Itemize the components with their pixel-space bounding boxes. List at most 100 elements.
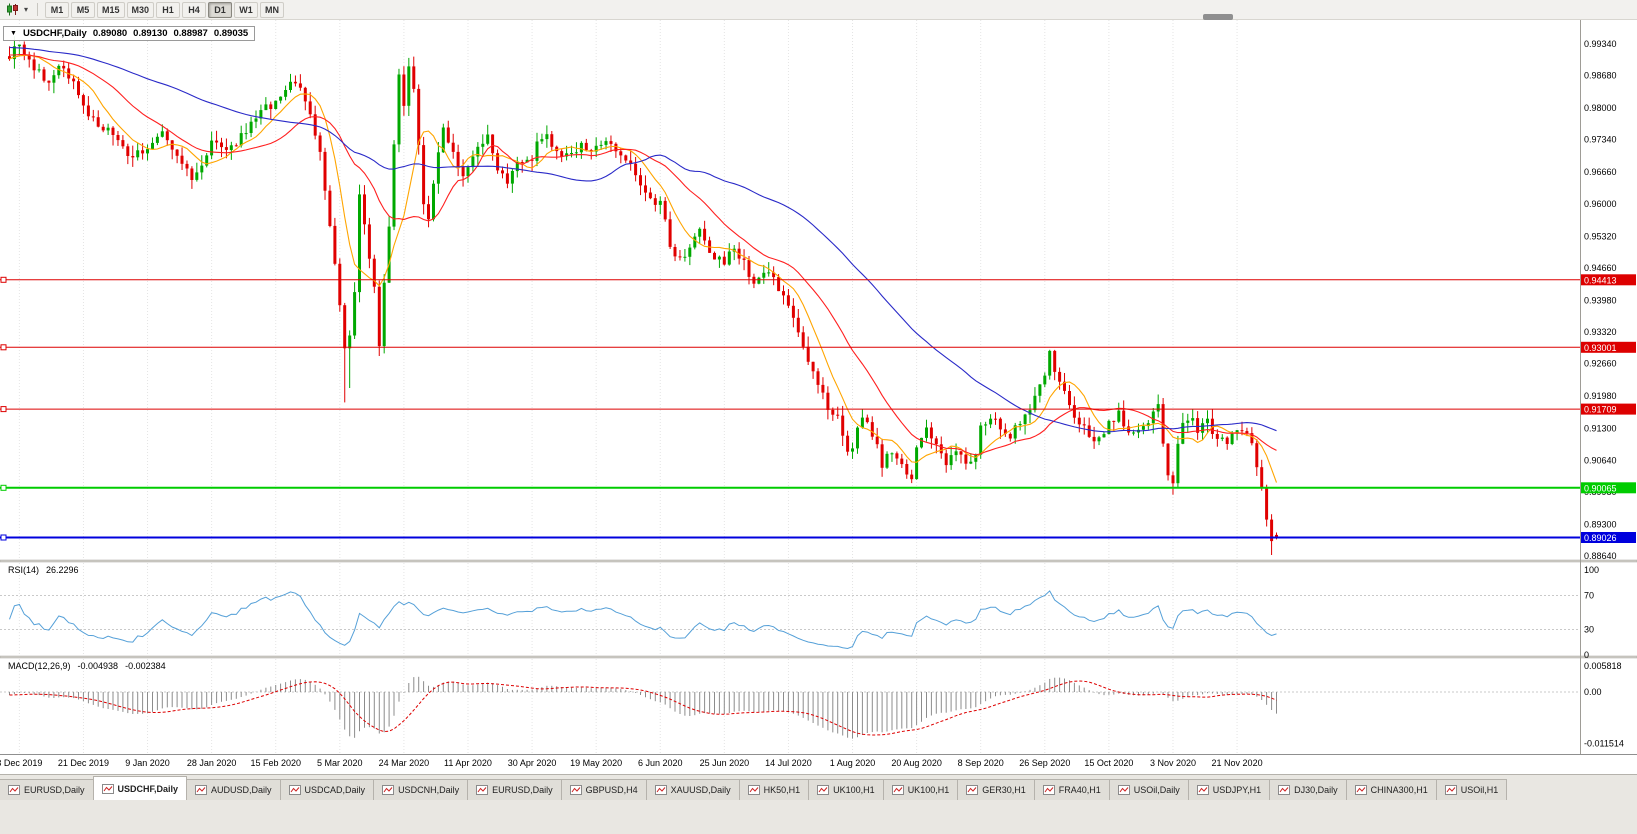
- timeframe-button-m30[interactable]: M30: [126, 1, 155, 18]
- chart-tab[interactable]: FRA40,H1: [1033, 779, 1110, 800]
- chart-tab-label: XAUUSD,Daily: [670, 785, 731, 795]
- price-tag: 0.90065: [1581, 482, 1636, 494]
- chart-tab[interactable]: USDCHF,Daily: [92, 776, 188, 800]
- chart-tab[interactable]: AUDUSD,Daily: [186, 779, 281, 800]
- date-axis-label: 24 Mar 2020: [378, 758, 430, 768]
- macd-axis-label: 0.00: [1584, 687, 1602, 697]
- date-axis-label: 8 Sep 2020: [957, 758, 1004, 768]
- symbol-dropdown-icon[interactable]: ▼: [10, 30, 17, 37]
- bottom-strip: [0, 800, 1637, 834]
- moving-average-line: [9, 46, 1277, 433]
- macd-signal-line: [9, 680, 1277, 736]
- rsi-indicator-label: RSI(14) 26.2296: [6, 565, 81, 575]
- macd-main-value: -0.004938: [77, 661, 119, 671]
- chart-scrollbar-thumb[interactable]: [1203, 14, 1233, 20]
- chart-tab[interactable]: GER30,H1: [957, 779, 1035, 800]
- chart-tab-label: USDCHF,Daily: [117, 783, 179, 794]
- date-axis[interactable]: 3 Dec 2019 21 Dec 2019 9 Jan 2020 28 Jan 20…: [0, 754, 1637, 774]
- panel-divider[interactable]: [0, 655, 1637, 659]
- chart-tab-icon: [382, 785, 395, 795]
- horizontal-line[interactable]: [0, 406, 1580, 413]
- date-axis-label: 11 Apr 2020: [444, 758, 492, 768]
- date-axis-label: 30 Apr 2020: [507, 758, 557, 768]
- chart-tab[interactable]: UK100,H1: [882, 779, 959, 800]
- horizontal-line[interactable]: [0, 276, 1580, 283]
- line-handle-icon[interactable]: [0, 406, 7, 413]
- timeframe-button-mn[interactable]: MN: [260, 1, 285, 18]
- macd-histogram: [9, 676, 1277, 739]
- rsi-title: RSI(14): [8, 565, 40, 575]
- timeframe-button-m15[interactable]: M15: [97, 1, 125, 18]
- chart-tab[interactable]: EURUSD,Daily: [0, 779, 94, 800]
- date-axis-label: 6 Jun 2020: [637, 758, 683, 768]
- chart-tab-icon: [654, 785, 667, 795]
- date-axis-label: 26 Sep 2020: [1019, 758, 1071, 768]
- chart-tab[interactable]: UK100,H1: [808, 779, 884, 800]
- horizontal-line[interactable]: [0, 484, 1580, 491]
- chart-tab[interactable]: USDCNH,Daily: [373, 779, 469, 800]
- horizontal-line[interactable]: [0, 344, 1580, 351]
- chart-tabbar: EURUSD,Daily USDCHF,Daily AUDUSD,Daily USDC…: [0, 774, 1637, 800]
- chart-tab-icon: [747, 785, 760, 795]
- horizontal-line[interactable]: [0, 534, 1580, 541]
- macd-title: MACD(12,26,9): [8, 661, 71, 671]
- price-tag: 0.91709: [1581, 403, 1636, 415]
- chart-canvas[interactable]: 0.99340 0.98680 0.98000 0.97340 0.96660 0.960…: [0, 20, 1637, 754]
- chart-tab[interactable]: GBPUSD,H4: [560, 779, 647, 800]
- date-axis-label: 21 Nov 2020: [1211, 758, 1263, 768]
- line-handle-icon[interactable]: [0, 344, 7, 351]
- date-axis-label: 25 Jun 2020: [699, 758, 750, 768]
- chart-tab-label: USOil,H1: [1460, 785, 1499, 795]
- chart-tab[interactable]: USOil,H1: [1435, 779, 1508, 800]
- price-axis-label: 0.91300: [1584, 424, 1617, 434]
- line-handle-icon[interactable]: [0, 534, 7, 541]
- svg-text:0.89026: 0.89026: [1584, 533, 1617, 543]
- chart-tab[interactable]: CHINA300,H1: [1345, 779, 1437, 800]
- timeframe-button-h4[interactable]: H4: [182, 1, 207, 18]
- timeframe-button-m5[interactable]: M5: [71, 1, 96, 18]
- chart-tab-label: CHINA300,H1: [1370, 785, 1428, 795]
- chart-tab[interactable]: HK50,H1: [738, 779, 810, 800]
- chart-tab-label: EURUSD,Daily: [492, 785, 553, 795]
- chart-tab-icon: [8, 785, 20, 795]
- price-axis-label: 0.92660: [1584, 359, 1617, 369]
- rsi-axis-label: 0: [1584, 650, 1589, 660]
- chart-tab-label: HK50,H1: [763, 785, 801, 795]
- timeframe-button-w1[interactable]: W1: [234, 1, 259, 18]
- timeframe-button-h1[interactable]: H1: [156, 1, 181, 18]
- chart-tab[interactable]: DJ30,Daily: [1269, 779, 1347, 800]
- chart-tab[interactable]: USDCAD,Daily: [279, 779, 375, 800]
- price-axis-label: 0.96000: [1584, 199, 1617, 209]
- date-axis-label: 28 Jan 2020: [186, 758, 237, 768]
- chart-tab[interactable]: USOil,Daily: [1108, 779, 1189, 800]
- chart-tab[interactable]: EURUSD,Daily: [467, 779, 562, 800]
- chart-tab[interactable]: USDJPY,H1: [1187, 779, 1271, 800]
- candlesticks: [8, 36, 1278, 555]
- date-axis-label: 21 Dec 2019: [57, 758, 109, 768]
- chart-tab-icon: [817, 785, 830, 795]
- chart-symbol-title: USDCHF,Daily: [22, 28, 87, 39]
- chart-high-value: 0.89130: [133, 28, 168, 39]
- candlestick-chart-icon[interactable]: [4, 2, 22, 17]
- chart-tab-label: EURUSD,Daily: [24, 785, 85, 795]
- timeframe-button-m1[interactable]: M1: [45, 1, 70, 18]
- chart-tab-label: GBPUSD,H4: [585, 785, 638, 795]
- chart-tab-label: DJ30,Daily: [1294, 785, 1338, 795]
- line-handle-icon[interactable]: [0, 276, 7, 283]
- chart-tab-icon: [101, 783, 114, 794]
- dropdown-arrow-icon[interactable]: ▾: [24, 5, 29, 14]
- rsi-axis-label: 100: [1584, 565, 1599, 575]
- chart-tab-icon: [1117, 785, 1130, 795]
- price-axis[interactable]: 0.99340 0.98680 0.98000 0.97340 0.96660 0.960…: [1584, 39, 1624, 749]
- panel-divider[interactable]: [0, 559, 1637, 563]
- date-axis-label: 19 May 2020: [570, 758, 623, 768]
- timeframe-button-d1[interactable]: D1: [208, 1, 233, 18]
- price-axis-label: 0.99340: [1584, 39, 1617, 49]
- price-axis-label: 0.93320: [1584, 327, 1617, 337]
- chart-tab-label: FRA40,H1: [1058, 785, 1101, 795]
- price-axis-label: 0.97340: [1584, 135, 1617, 145]
- moving-average-line: [9, 54, 1278, 483]
- line-handle-icon[interactable]: [0, 484, 7, 491]
- date-axis-label: 3 Nov 2020: [1149, 758, 1196, 768]
- chart-tab[interactable]: XAUUSD,Daily: [645, 779, 740, 800]
